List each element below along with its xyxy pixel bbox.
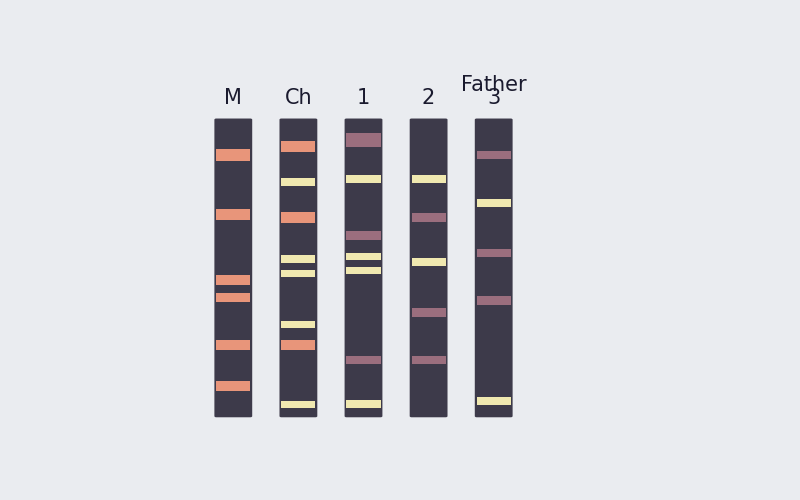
Bar [477,199,510,206]
FancyBboxPatch shape [474,118,513,418]
Bar [411,174,446,183]
Bar [282,140,315,152]
Bar [477,249,510,258]
Bar [216,275,250,285]
Bar [477,296,510,304]
Bar [346,252,381,260]
Bar [346,231,381,239]
Text: 1: 1 [357,88,370,108]
Bar [346,174,381,183]
FancyBboxPatch shape [214,118,252,418]
Bar [346,268,381,274]
Bar [282,255,315,263]
Text: 2: 2 [422,88,435,108]
Bar [477,151,510,160]
Bar [346,400,381,408]
FancyBboxPatch shape [410,118,447,418]
Bar [282,401,315,407]
Text: M: M [224,88,242,108]
Bar [216,382,250,392]
Bar [216,150,250,161]
Bar [411,308,446,316]
Bar [216,209,250,220]
Bar [282,212,315,222]
FancyBboxPatch shape [279,118,318,418]
Bar [477,398,510,405]
Text: 3: 3 [487,88,500,108]
Bar [411,356,446,364]
Bar [282,178,315,186]
Text: Father: Father [461,74,526,94]
FancyBboxPatch shape [345,118,382,418]
Bar [346,134,381,147]
Bar [346,356,381,364]
Text: Ch: Ch [285,88,312,108]
Bar [411,214,446,222]
Bar [282,270,315,278]
Bar [282,321,315,328]
Bar [216,293,250,302]
Bar [216,340,250,350]
Bar [411,258,446,266]
Bar [282,340,315,349]
